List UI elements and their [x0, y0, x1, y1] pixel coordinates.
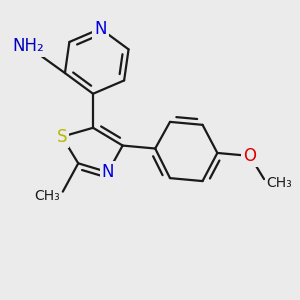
Text: NH₂: NH₂ — [12, 38, 44, 56]
Text: N: N — [102, 163, 114, 181]
Text: O: O — [243, 147, 256, 165]
Text: S: S — [57, 128, 67, 146]
Text: CH₃: CH₃ — [266, 176, 292, 190]
Text: CH₃: CH₃ — [35, 189, 61, 203]
Text: N: N — [94, 20, 107, 38]
